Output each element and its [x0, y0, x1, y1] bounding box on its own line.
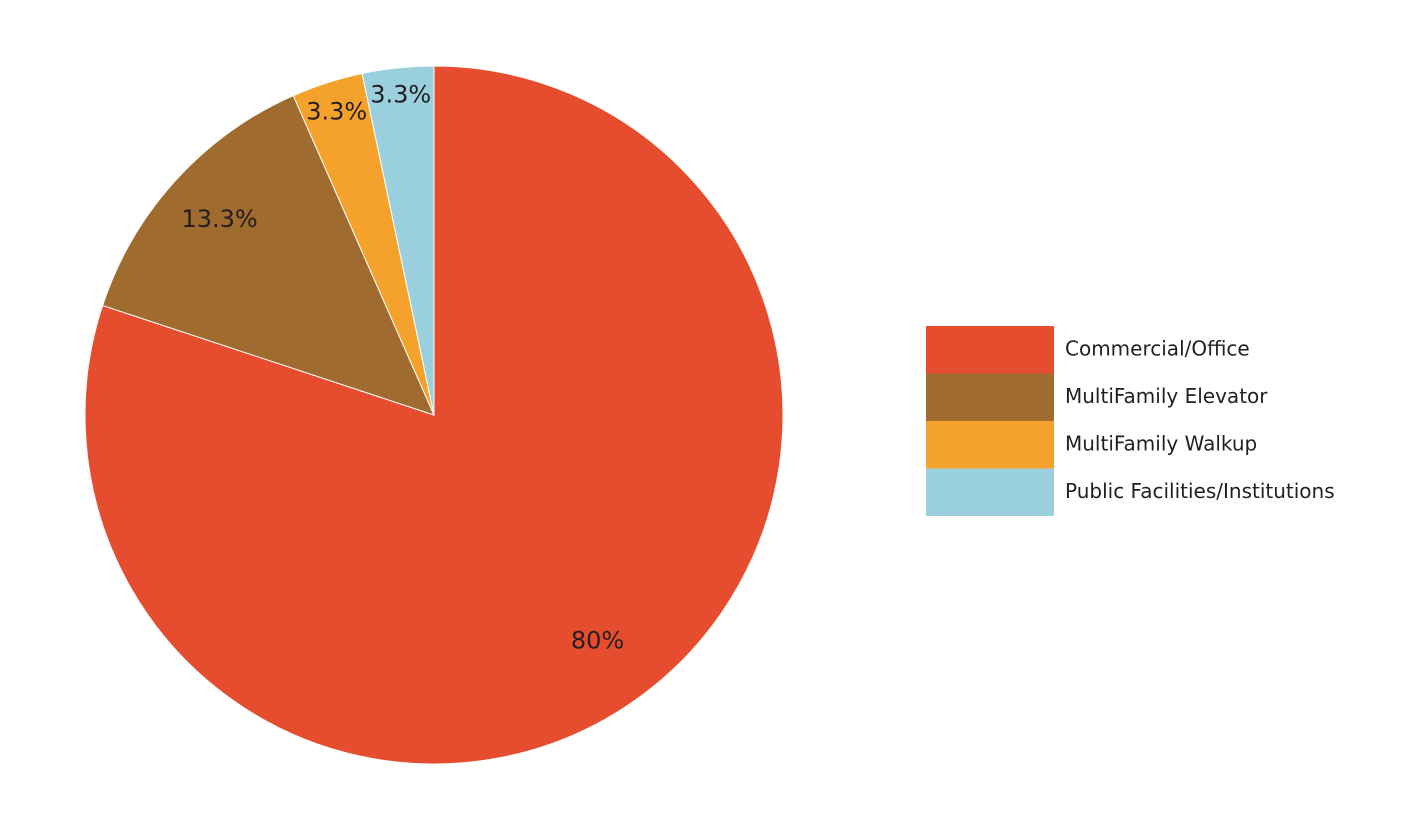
legend-swatch	[926, 373, 1054, 421]
pie-data-label: 3.3%	[370, 81, 431, 109]
pie-slices	[84, 65, 784, 765]
pie-slice-multifamily-elevator	[101, 94, 435, 416]
pie-data-label: 13.3%	[181, 205, 257, 233]
legend-label: MultiFamily Walkup	[1065, 431, 1257, 455]
legend: Commercial/Office MultiFamily Elevator Mul…	[926, 326, 1335, 516]
legend-label: MultiFamily Elevator	[1065, 384, 1268, 408]
pie-data-label: 3.3%	[306, 98, 367, 126]
legend-swatch	[926, 468, 1054, 516]
legend-label: Public Facilities/Institutions	[1065, 479, 1335, 503]
legend-label: Commercial/Office	[1065, 336, 1250, 360]
pie-slice-public-facilities-institutions	[361, 65, 435, 416]
legend-swatch	[926, 421, 1054, 469]
pie-slice-commercial-office	[84, 65, 784, 765]
legend-swatch	[926, 326, 1054, 374]
pie-data-label: 80%	[571, 626, 624, 654]
pie-data-labels: 80% 13.3% 3.3%3.3%	[181, 81, 624, 655]
